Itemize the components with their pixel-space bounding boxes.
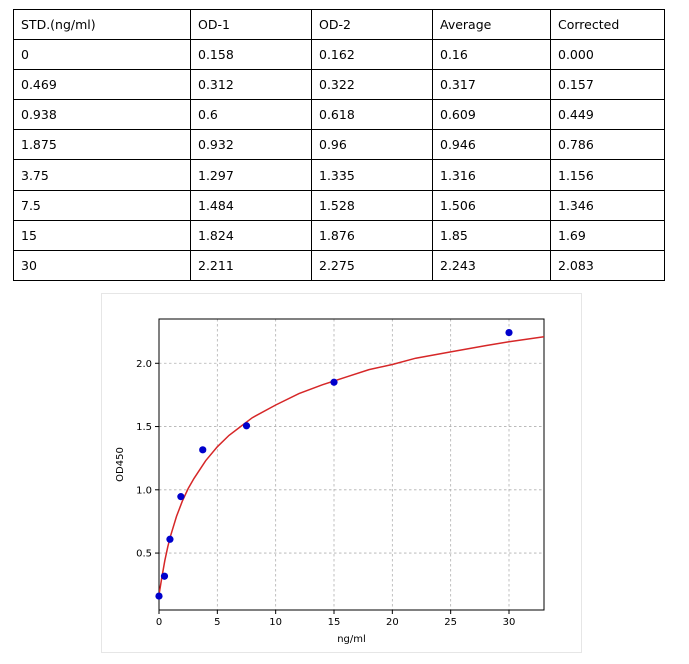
table-cell: 0.469 xyxy=(13,69,191,101)
table-cell: 0.322 xyxy=(311,69,433,101)
data-point xyxy=(242,422,251,430)
y-tick-label: 1.0 xyxy=(136,485,152,496)
table-cell: 2.243 xyxy=(432,249,551,281)
table-cell: 0.6 xyxy=(190,99,312,131)
table-header-cell: OD-1 xyxy=(190,8,312,41)
table-cell: 2.211 xyxy=(190,249,312,281)
table-row: 7.5 1.484 1.528 1.506 1.346 xyxy=(13,189,665,221)
table-cell: 3.75 xyxy=(13,159,191,191)
table-cell: 1.528 xyxy=(311,189,433,221)
table-cell: 0.312 xyxy=(190,69,312,101)
table-cell: 0.162 xyxy=(311,39,433,71)
y-axis-label: OD450 xyxy=(115,447,126,482)
data-point xyxy=(155,592,163,600)
x-tick-label: 20 xyxy=(386,617,399,628)
table-cell: 15 xyxy=(13,219,191,251)
table-cell: 0.317 xyxy=(432,69,551,101)
table-cell: 0.932 xyxy=(190,129,312,161)
table-row: 0.938 0.6 0.618 0.609 0.449 xyxy=(13,99,665,131)
table-cell: 1.824 xyxy=(190,219,312,251)
table-cell: 1.85 xyxy=(432,219,551,251)
table-cell: 0.786 xyxy=(550,129,665,161)
table-row: 0 0.158 0.162 0.16 0.000 xyxy=(13,39,665,71)
table-cell: 0.157 xyxy=(550,69,665,101)
table-header-cell: Corrected xyxy=(550,8,665,41)
y-tick-label: 0.5 xyxy=(136,549,152,560)
table-header-cell: STD.(ng/ml) xyxy=(13,8,191,41)
table-cell: 1.69 xyxy=(550,219,665,251)
table-cell: 0.938 xyxy=(13,99,191,131)
table-cell: 0.946 xyxy=(432,129,551,161)
data-point xyxy=(199,446,207,454)
data-point xyxy=(160,572,169,580)
table-cell: 30 xyxy=(13,249,191,281)
table-header-row: STD.(ng/ml) OD-1 OD-2 Average Corrected xyxy=(13,8,665,41)
table-row: 3.75 1.297 1.335 1.316 1.156 xyxy=(13,159,665,191)
standards-table: STD.(ng/ml) OD-1 OD-2 Average Corrected 0 0.15… xyxy=(13,8,665,281)
plot-frame xyxy=(158,318,545,611)
table-cell: 0.618 xyxy=(311,99,433,131)
chart-svg: 0 5 10 15 20 25 30 0.5 1.0 1.5 2.0 ng/ml OD450 xyxy=(115,318,545,645)
table-cell: 1.876 xyxy=(311,219,433,251)
table-cell: 7.5 xyxy=(13,189,191,221)
table-row: 15 1.824 1.876 1.85 1.69 xyxy=(13,219,665,251)
table-row: 1.875 0.932 0.96 0.946 0.786 xyxy=(13,129,665,161)
table-cell: 1.335 xyxy=(311,159,433,191)
table-row: 30 2.211 2.275 2.243 2.083 xyxy=(13,249,665,281)
table-cell: 0.449 xyxy=(550,99,665,131)
table-row: 0.469 0.312 0.322 0.317 0.157 xyxy=(13,69,665,101)
table-cell: 1.506 xyxy=(432,189,551,221)
table-cell: 2.275 xyxy=(311,249,433,281)
x-axis-label: ng/ml xyxy=(337,634,366,645)
table-cell: 0.16 xyxy=(432,39,551,71)
table-cell: 0.609 xyxy=(432,99,551,131)
y-tick-label: 1.5 xyxy=(136,422,152,433)
x-tick-label: 5 xyxy=(214,617,220,628)
table-header-cell: Average xyxy=(432,8,551,41)
table-cell: 1.875 xyxy=(13,129,191,161)
fit-curve-line xyxy=(159,335,544,595)
data-point xyxy=(177,493,185,501)
table-cell: 0.158 xyxy=(190,39,312,71)
x-tick-label: 15 xyxy=(328,617,341,628)
table-cell: 1.297 xyxy=(190,159,312,191)
x-tick-label: 25 xyxy=(444,617,457,628)
y-tick-label: 2.0 xyxy=(136,359,152,370)
x-tick-label: 0 xyxy=(156,617,162,628)
x-tick-label: 30 xyxy=(503,617,516,628)
data-point xyxy=(166,535,174,543)
table-cell: 2.083 xyxy=(550,249,665,281)
data-point xyxy=(505,328,513,337)
table-cell: 1.156 xyxy=(550,159,665,191)
table-cell: 0.96 xyxy=(311,129,433,161)
data-point xyxy=(330,378,338,386)
table-cell: 1.484 xyxy=(190,189,312,221)
table-cell: 0 xyxy=(13,39,191,71)
standard-curve-chart: 0 5 10 15 20 25 30 0.5 1.0 1.5 2.0 ng/ml OD450 xyxy=(101,293,582,653)
table-cell: 1.346 xyxy=(550,189,665,221)
table-cell: 1.316 xyxy=(432,159,551,191)
x-tick-label: 10 xyxy=(269,617,282,628)
table-cell: 0.000 xyxy=(550,39,665,71)
table-header-cell: OD-2 xyxy=(311,8,433,41)
